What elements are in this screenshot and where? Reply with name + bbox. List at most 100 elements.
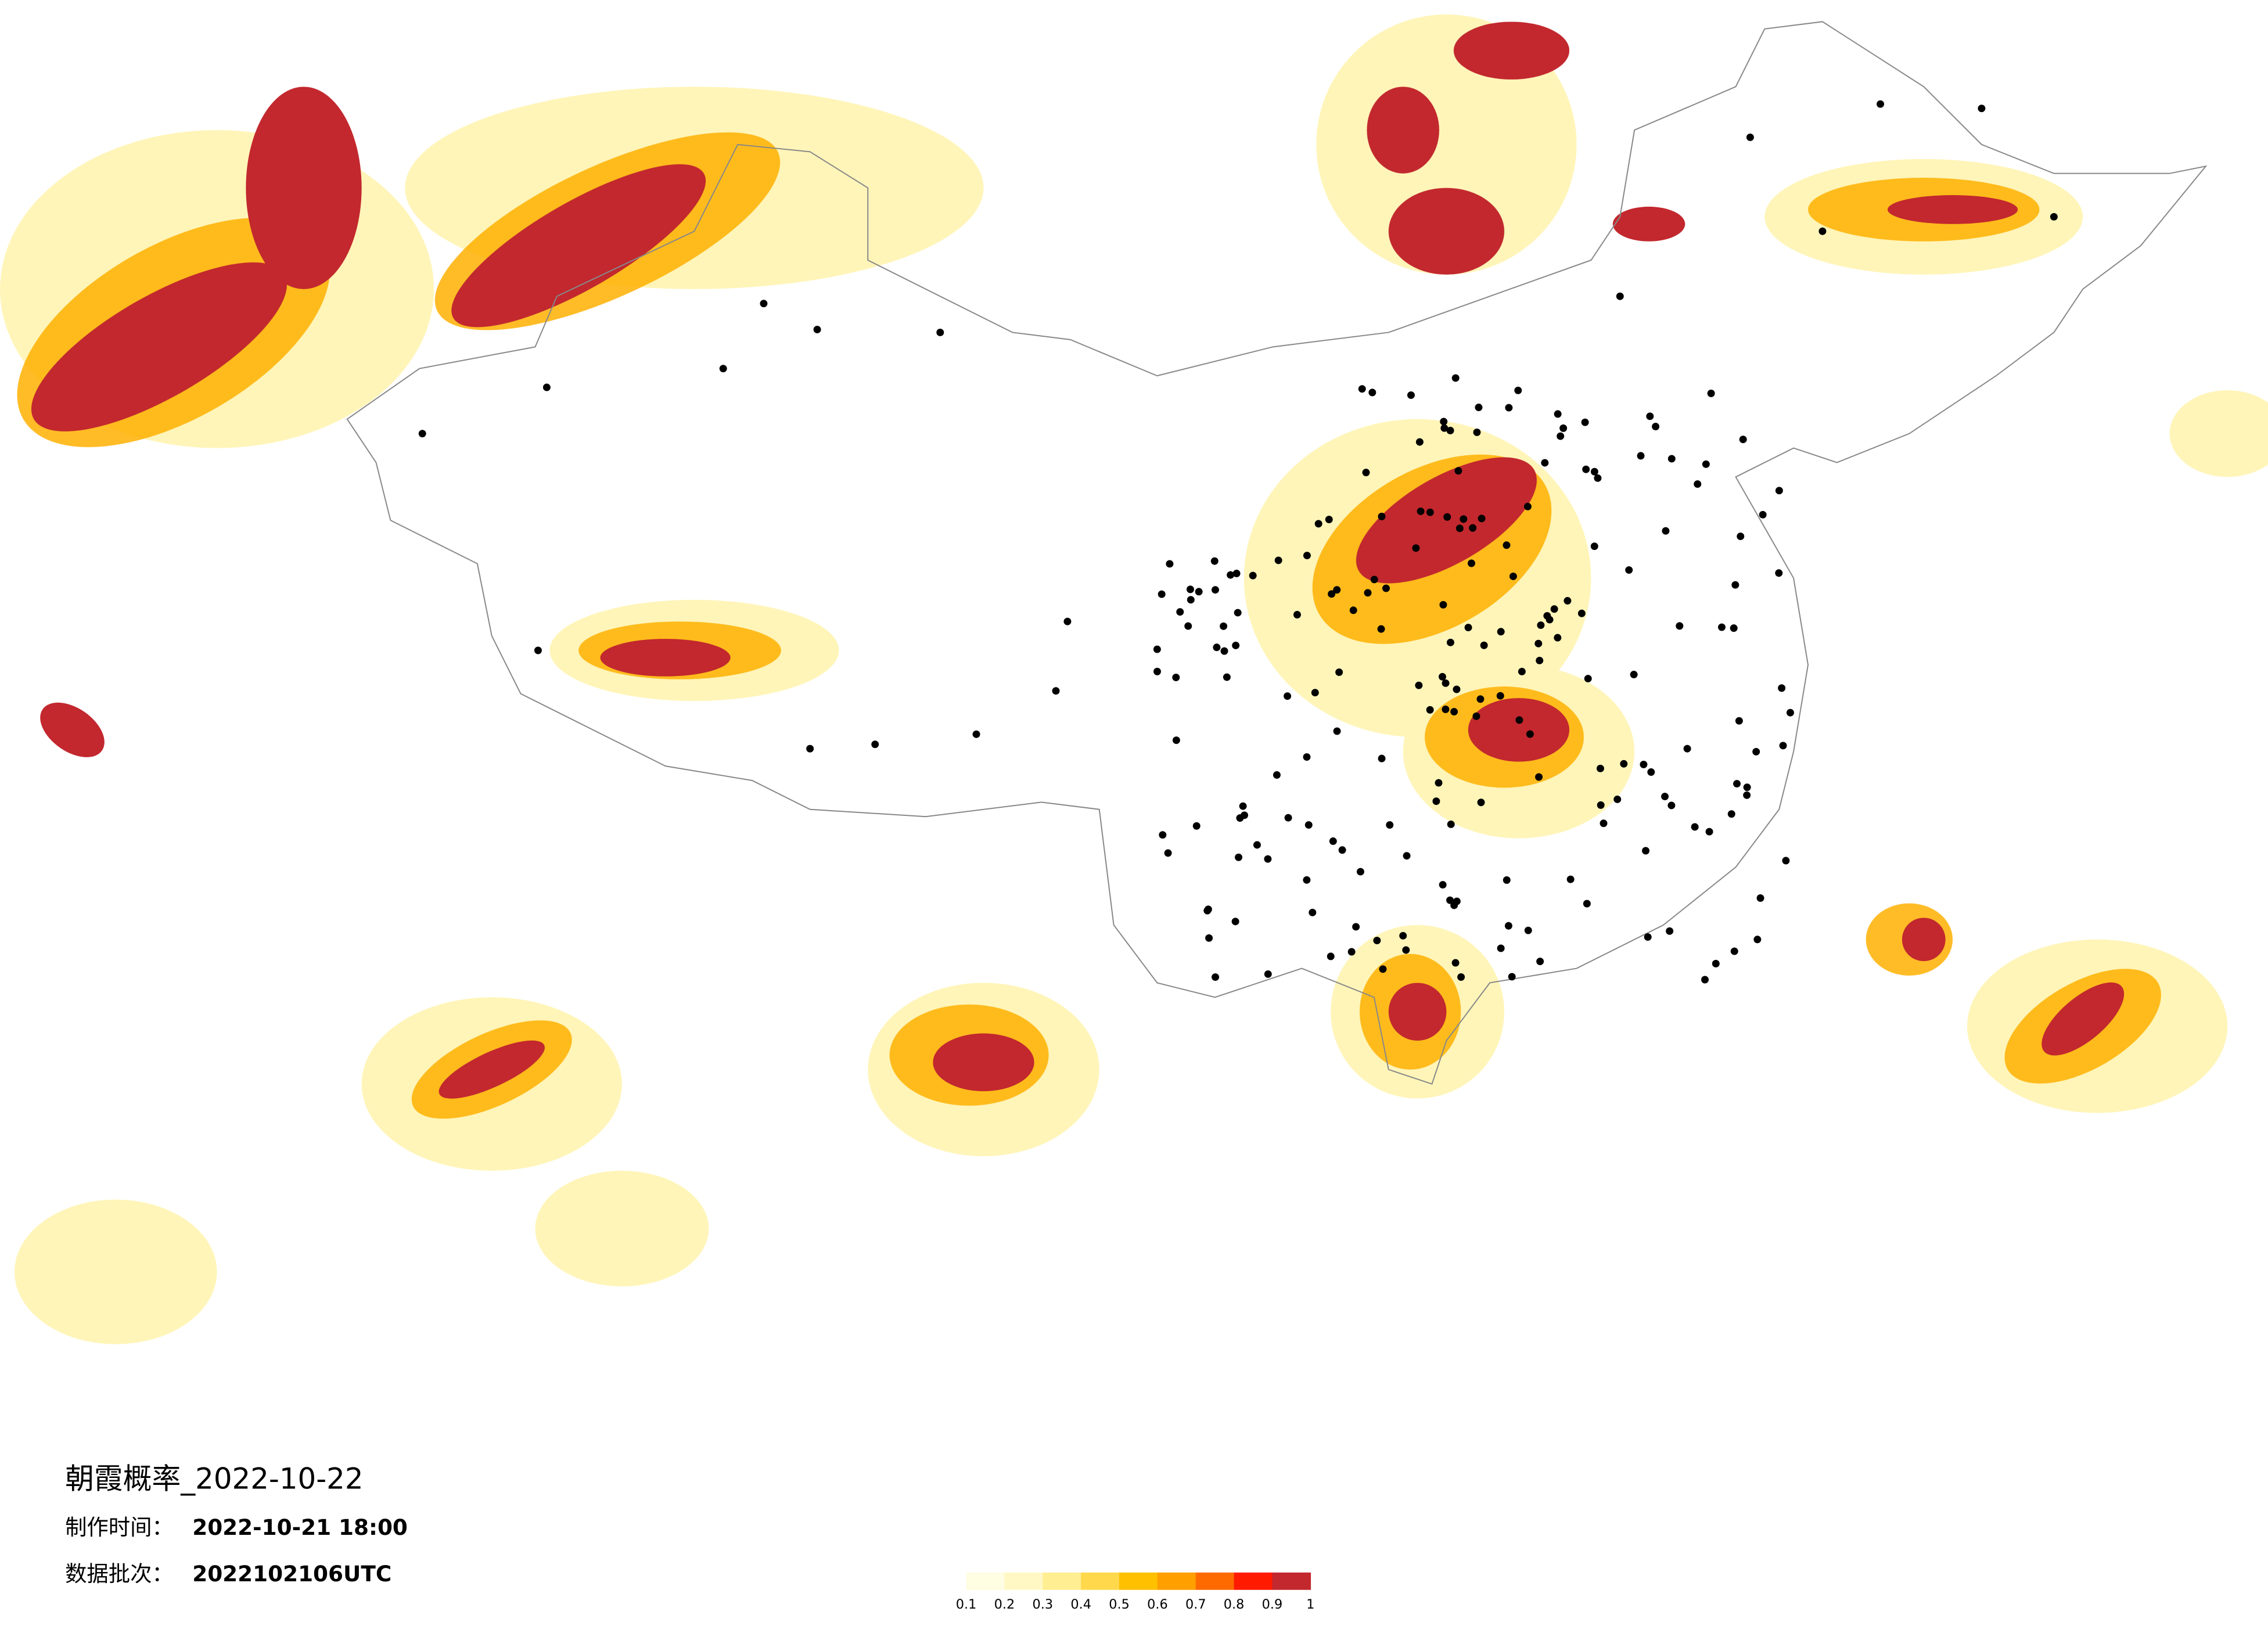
city-dot: [1153, 645, 1161, 653]
city-dot: [1253, 841, 1261, 849]
city-dot: [2050, 213, 2058, 221]
city-dot: [1661, 793, 1669, 801]
city-dot: [1652, 423, 1660, 430]
city-dot: [1594, 474, 1602, 482]
city-dot: [1356, 868, 1364, 876]
city-dot: [1172, 736, 1180, 744]
city-dot: [1590, 467, 1598, 476]
city-dot: [1358, 385, 1366, 393]
legend-swatch: [1195, 1572, 1235, 1590]
city-dot: [1676, 622, 1684, 630]
city-dot: [1192, 822, 1201, 830]
city-dot: [1412, 544, 1420, 552]
city-dot: [1646, 412, 1654, 420]
city-dot: [1158, 590, 1166, 598]
city-dot: [1284, 814, 1292, 822]
legend-tick-label: 0.5: [1109, 1597, 1130, 1612]
city-dot: [1220, 622, 1228, 630]
city-dot: [1362, 469, 1370, 477]
city-dot: [1613, 795, 1622, 803]
city-dot: [972, 730, 980, 738]
city-dot: [1439, 881, 1447, 889]
city-dot: [1435, 779, 1443, 787]
city-dot: [1503, 876, 1511, 884]
city-dot: [1743, 783, 1751, 792]
city-dot: [1415, 681, 1423, 689]
city-dot: [1455, 524, 1464, 533]
city-dot: [813, 325, 821, 333]
city-dot: [1496, 692, 1504, 700]
city-dot: [1475, 404, 1483, 411]
city-dot: [1727, 810, 1735, 818]
city-dot: [1746, 133, 1754, 141]
city-dot: [1417, 507, 1425, 515]
city-dot: [1735, 717, 1743, 725]
city-dot: [1505, 404, 1513, 412]
city-dot: [1241, 811, 1249, 819]
city-dot: [1379, 965, 1387, 973]
city-dot: [1402, 946, 1410, 954]
city-dot: [1426, 508, 1434, 516]
legend-tick-label: 0.9: [1262, 1597, 1283, 1612]
city-dot: [1446, 896, 1454, 904]
city-dot: [1640, 760, 1648, 768]
city-dot: [1328, 590, 1336, 598]
city-dot: [1566, 875, 1575, 883]
city-dot: [1333, 727, 1341, 735]
city-dot: [1454, 467, 1462, 475]
city-dot: [1249, 571, 1257, 580]
city-dot: [1877, 100, 1885, 108]
city-dot: [1666, 927, 1674, 935]
city-dot: [719, 365, 727, 373]
city-dot: [1368, 388, 1376, 397]
city-dot: [1464, 624, 1472, 632]
city-dot: [1309, 908, 1317, 916]
city-dot: [1450, 708, 1458, 716]
city-dot: [1176, 608, 1184, 616]
city-dot: [1600, 819, 1608, 828]
city-dot: [1535, 773, 1543, 781]
city-dot: [1439, 672, 1446, 681]
city-dot: [1446, 426, 1454, 434]
city-dot: [1730, 624, 1738, 632]
city-dot: [1526, 730, 1534, 738]
city-dot: [806, 744, 814, 753]
city-dot: [1476, 695, 1485, 703]
city-dot: [1508, 973, 1516, 981]
city-dot: [1370, 575, 1378, 584]
city-dot: [1667, 801, 1676, 810]
city-dot: [1583, 900, 1591, 908]
city-dot: [1063, 617, 1072, 625]
city-dot: [1782, 857, 1790, 865]
city-dot: [1453, 685, 1461, 693]
city-dot: [1329, 837, 1337, 845]
city-dot: [1662, 527, 1670, 535]
city-dot: [1213, 643, 1221, 652]
city-dot: [1563, 597, 1572, 605]
city-dot: [1232, 642, 1240, 649]
city-dot: [1327, 952, 1335, 961]
city-dot: [418, 430, 426, 438]
city-dot: [1460, 515, 1468, 523]
city-dot: [1584, 675, 1592, 683]
city-dot: [1442, 706, 1450, 713]
legend-swatch: [1234, 1572, 1273, 1590]
city-dot: [1210, 557, 1219, 565]
city-dot: [1264, 970, 1272, 978]
city-dot: [1311, 689, 1319, 697]
city-dot: [871, 740, 879, 749]
legend-tick-label: 0.1: [956, 1597, 977, 1612]
city-dot: [542, 383, 551, 391]
city-dot: [1524, 926, 1532, 934]
city-dot: [1239, 802, 1247, 810]
city-dot: [1284, 692, 1292, 700]
city-dot: [1644, 933, 1652, 941]
city-dot: [1523, 502, 1532, 510]
city-dot: [1451, 374, 1460, 382]
city-dot: [1303, 753, 1311, 761]
city-dot: [1314, 520, 1322, 528]
city-dot: [1377, 625, 1385, 633]
city-dot: [1536, 656, 1544, 664]
city-dot: [1172, 674, 1180, 682]
city-dot: [1378, 512, 1386, 520]
